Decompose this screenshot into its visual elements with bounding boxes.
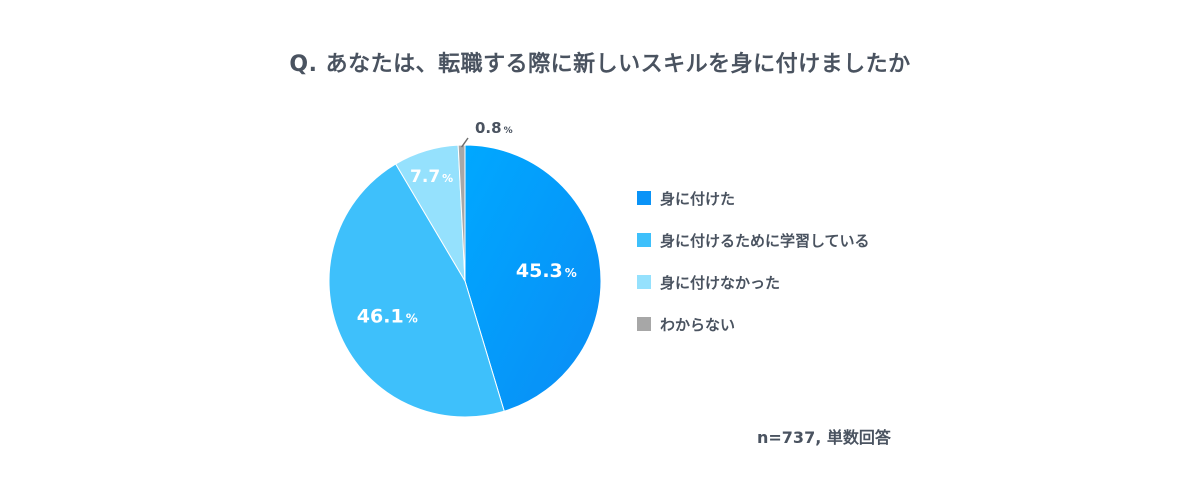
legend-label: 身に付けなかった [660, 273, 781, 292]
legend: 身に付けた 身に付けるために学習している 身に付けなかった わからない [637, 186, 870, 354]
legend-swatch [637, 233, 651, 247]
data-label-2: 46.1% [357, 306, 418, 328]
legend-label: 身に付けるために学習している [660, 231, 870, 250]
legend-item: 身に付けるために学習している [637, 228, 870, 252]
pie-slice-1 [464, 144, 602, 412]
data-label-1: 45.3% [516, 260, 577, 282]
legend-swatch [637, 275, 651, 289]
legend-swatch [637, 191, 651, 205]
data-label-4: 0.8% [475, 119, 513, 137]
chart-title: Q. あなたは、転職する際に新しいスキルを身に付けましたか [289, 52, 911, 77]
data-label-3: 7.7% [410, 167, 453, 187]
leader-line [461, 137, 469, 148]
sample-note: n=737, 単数回答 [757, 428, 891, 447]
legend-item: 身に付けた [637, 186, 870, 210]
legend-item: わからない [637, 312, 870, 336]
legend-swatch [637, 317, 651, 331]
pie-slice-2 [328, 163, 505, 418]
legend-label: 身に付けた [660, 189, 736, 208]
pie-slice-4 [457, 144, 466, 282]
legend-label: わからない [660, 315, 736, 334]
legend-item: 身に付けなかった [637, 270, 870, 294]
